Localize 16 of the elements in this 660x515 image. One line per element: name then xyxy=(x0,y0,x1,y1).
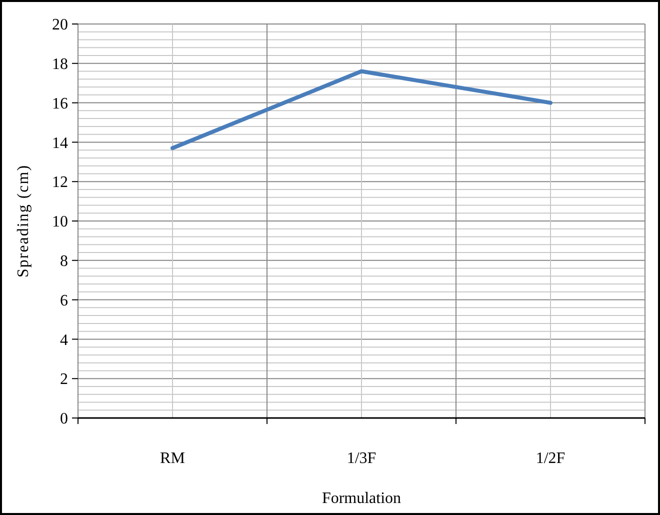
y-tick-label: 18 xyxy=(52,56,68,73)
y-tick-label: 16 xyxy=(52,95,68,112)
y-tick-label: 20 xyxy=(52,16,68,34)
x-tick-label: RM xyxy=(160,450,185,467)
y-axis-title: Spreading (cm) xyxy=(15,164,32,278)
y-tick-label: 4 xyxy=(60,332,68,349)
y-tick-label: 8 xyxy=(60,253,68,270)
y-tick-label: 0 xyxy=(60,410,68,428)
y-tick-label: 14 xyxy=(52,134,68,152)
x-tick-label: 1/3F xyxy=(346,450,376,467)
y-tick-label: 12 xyxy=(52,174,68,192)
y-tick-label: 2 xyxy=(60,371,68,388)
x-tick-label: 1/2F xyxy=(536,450,566,467)
y-tick-label: 6 xyxy=(60,292,68,310)
x-axis-title: Formulation xyxy=(322,490,402,507)
y-tick-label: 10 xyxy=(52,214,68,231)
